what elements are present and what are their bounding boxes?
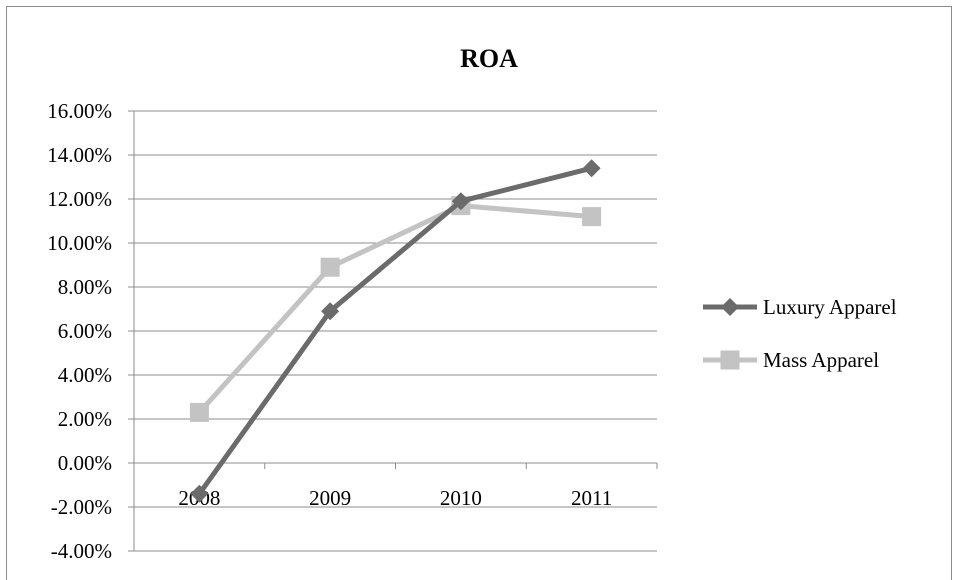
y-tick-label: 0.00% [58, 451, 112, 475]
data-point [582, 159, 601, 178]
series-line [197, 165, 593, 496]
y-tick-label: -2.00% [51, 495, 112, 519]
y-tick-label: 14.00% [47, 143, 112, 167]
series-mass-apparel [189, 196, 602, 422]
data-point [321, 302, 340, 321]
x-tick-label: 2010 [440, 486, 482, 510]
series-luxury-apparel [190, 159, 601, 503]
data-point [189, 402, 209, 422]
data-point [582, 207, 602, 227]
y-tick-label: 4.00% [58, 363, 112, 387]
legend: Luxury Apparel Mass Apparel [703, 295, 897, 372]
x-axis-tick-labels: 2008200920102011 [178, 486, 612, 510]
y-tick-label: 16.00% [47, 99, 112, 123]
chart-frame [6, 6, 952, 580]
y-tick-label: 8.00% [58, 275, 112, 299]
data-point [451, 192, 470, 211]
legend-item: Mass Apparel [703, 348, 879, 372]
y-tick-label: 6.00% [58, 319, 112, 343]
y-tick-label: 10.00% [47, 231, 112, 255]
data-point [190, 484, 209, 503]
data-point [320, 257, 340, 277]
y-axis-tick-labels: -4.00% -2.00% 0.00% 2.00% 4.00% 6.00% 8.00% 10.… [47, 99, 112, 563]
gridlines [134, 110, 657, 552]
x-tick-label: 2011 [571, 486, 612, 510]
legend-label: Mass Apparel [763, 348, 879, 372]
legend-marker [720, 350, 740, 370]
x-tick-label: 2009 [309, 486, 351, 510]
legend-marker [721, 298, 739, 316]
y-tick-label: -4.00% [51, 539, 112, 563]
y-tick-label: 2.00% [58, 407, 112, 431]
legend-label: Luxury Apparel [763, 295, 897, 319]
series-line [197, 203, 592, 415]
chart-title: ROA [460, 44, 518, 73]
legend-item: Luxury Apparel [703, 295, 897, 319]
y-tick-label: 12.00% [47, 187, 112, 211]
series-group [189, 159, 602, 503]
